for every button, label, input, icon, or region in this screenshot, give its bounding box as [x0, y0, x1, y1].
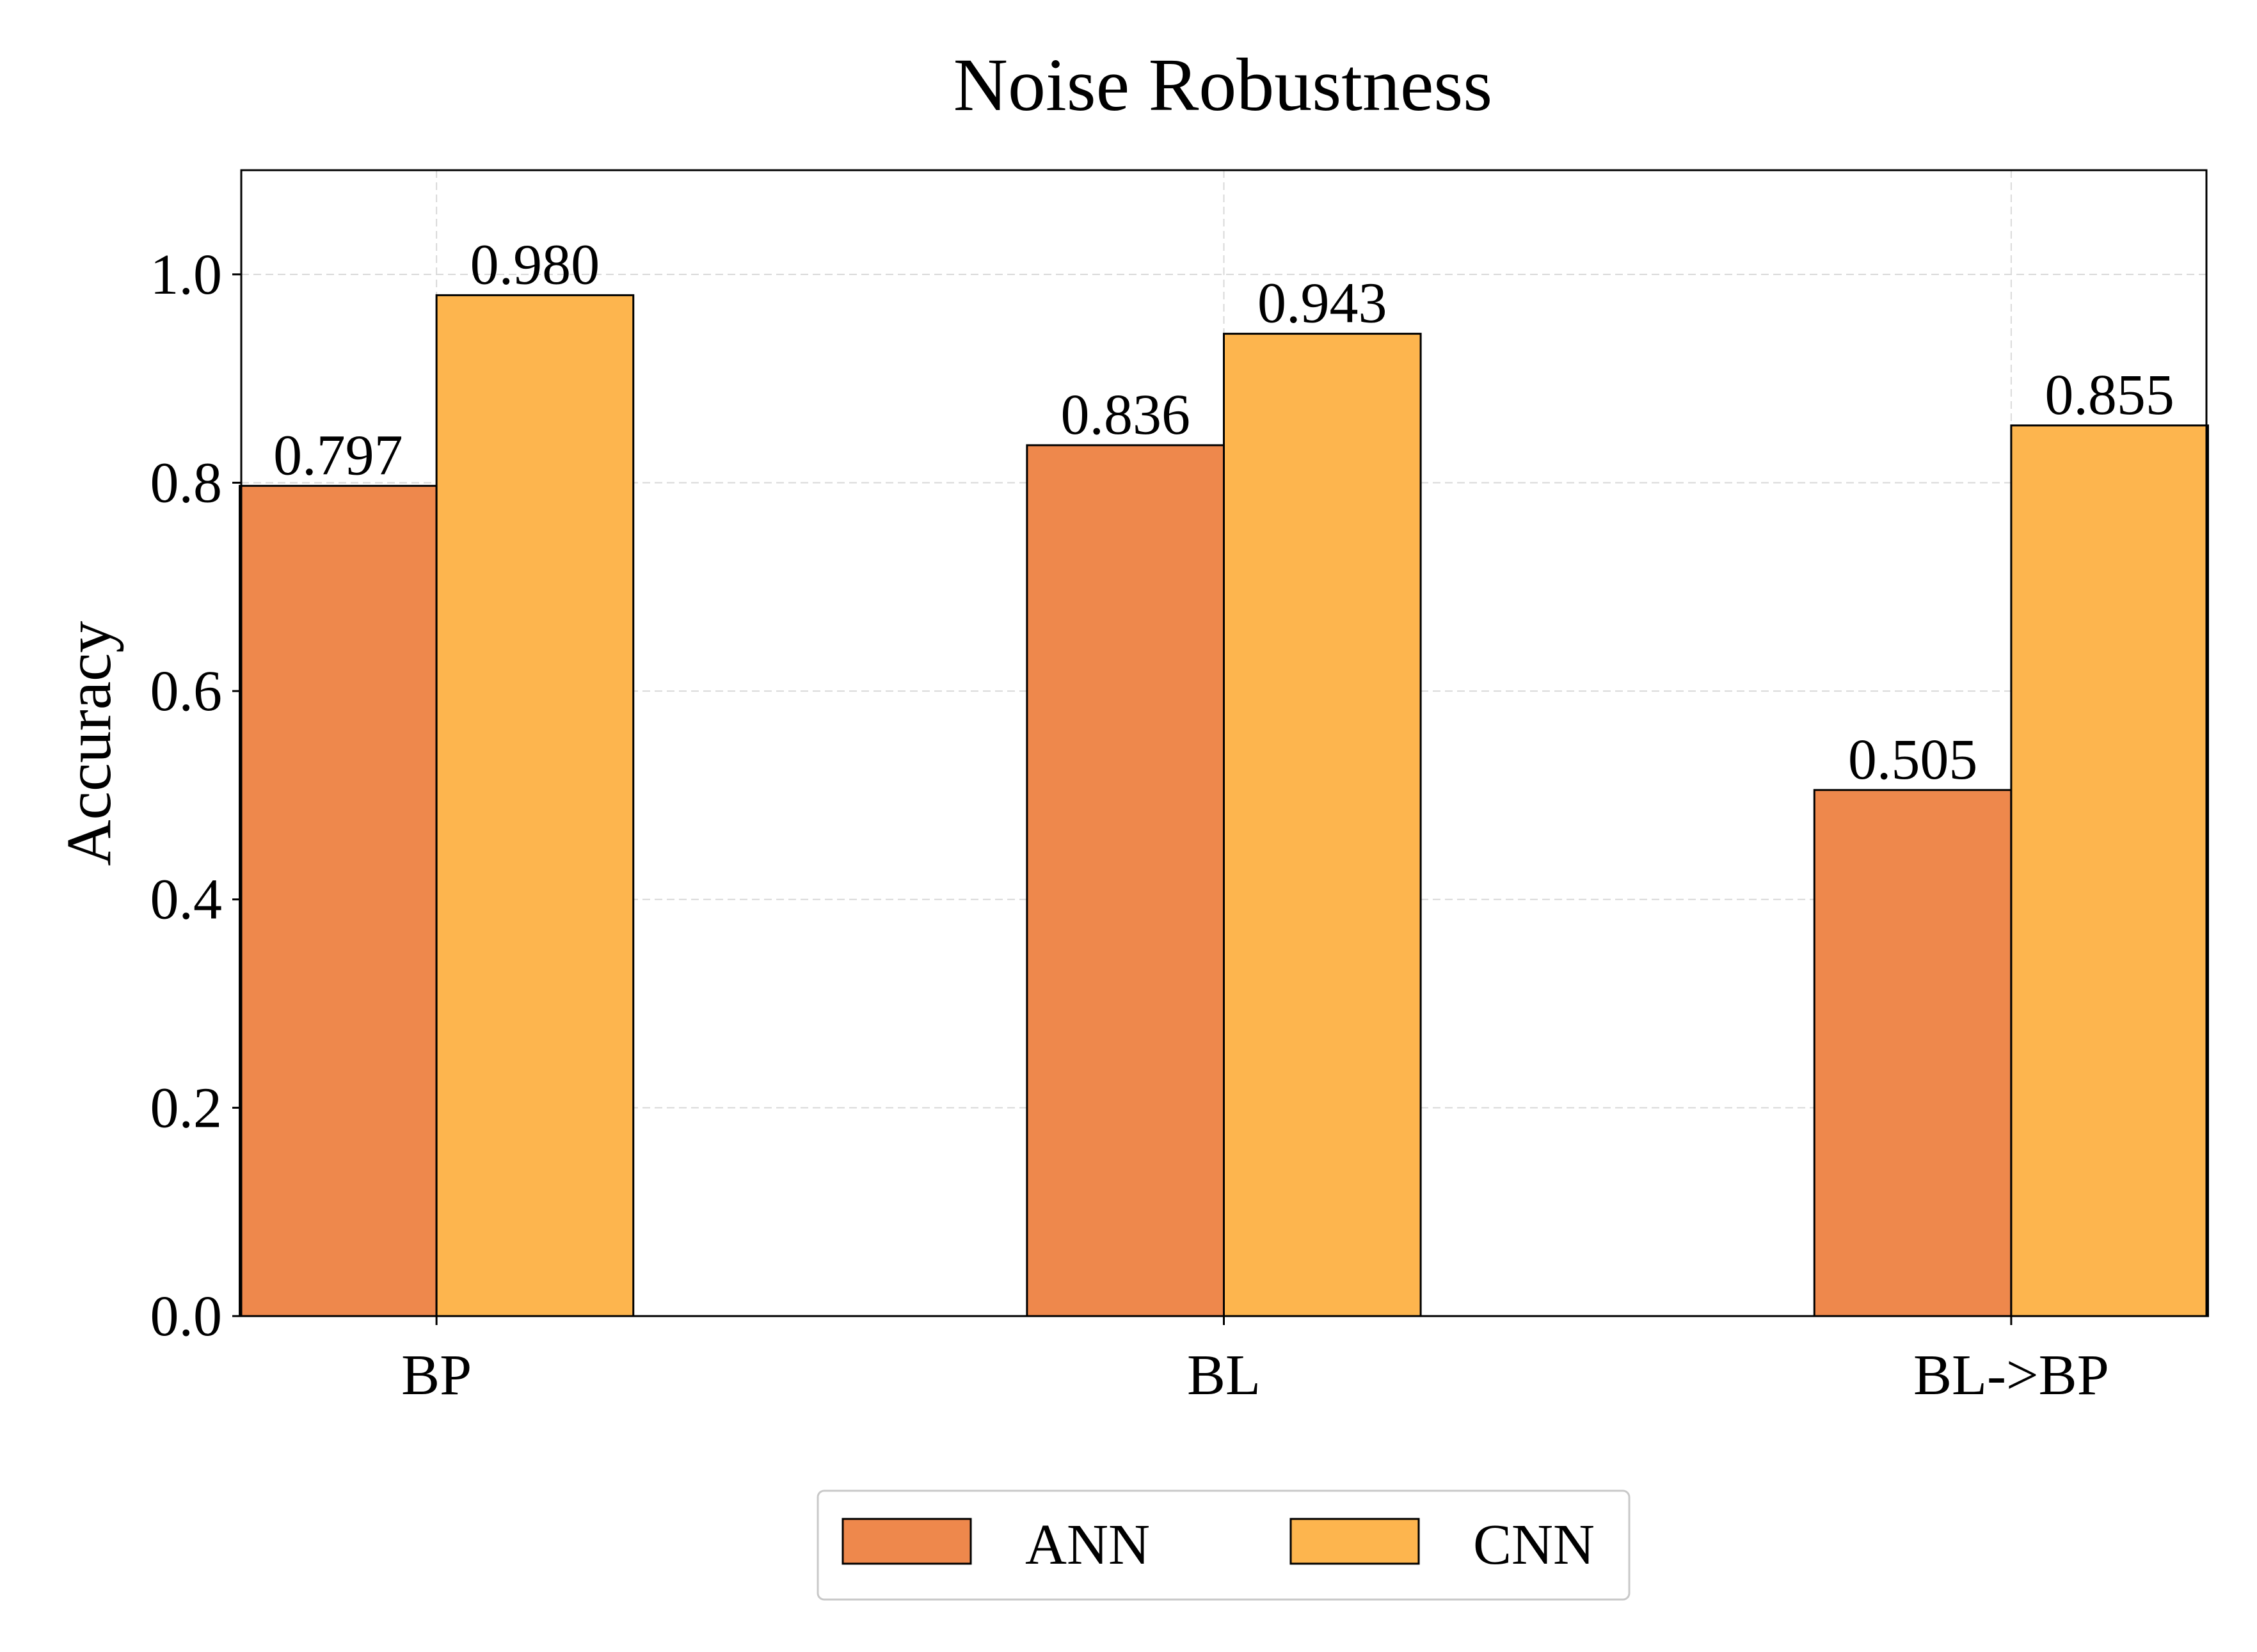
bar-cnn-bl — [1223, 333, 1422, 1317]
y-tick-label: 0.6 — [150, 660, 223, 723]
y-tick-label: 0.4 — [150, 868, 223, 932]
bar-value-label: 0.980 — [470, 233, 600, 296]
bar-ann-bp — [239, 484, 438, 1317]
bar-value-label: 0.836 — [1060, 383, 1190, 447]
y-tick-label: 0.2 — [150, 1076, 223, 1140]
legend-label-ann: ANN — [1025, 1513, 1150, 1577]
x-tick-label: BL — [1187, 1344, 1261, 1407]
legend-swatch-cnn — [1289, 1518, 1420, 1565]
x-tick-label: BP — [401, 1344, 472, 1407]
legend: ANN CNN — [817, 1489, 1631, 1601]
bar-value-label: 0.943 — [1257, 272, 1387, 335]
legend-box — [817, 1489, 1631, 1601]
bar-labels: 0.797 0.980 0.836 0.943 0.505 0.855 — [273, 233, 2174, 791]
bar-value-label: 0.505 — [1848, 728, 1978, 791]
chart-title: Noise Robustness — [953, 43, 1492, 127]
x-tick-label: BL->BP — [1913, 1344, 2109, 1407]
x-axis-ticks: BP BL BL->BP — [401, 1316, 2109, 1407]
bars — [239, 294, 2209, 1317]
y-tick-label: 0.0 — [150, 1285, 223, 1348]
y-axis-label: Accuracy — [53, 621, 124, 866]
legend-label-cnn: CNN — [1473, 1513, 1595, 1577]
bar-ann-bl-bp — [1813, 789, 2013, 1317]
y-tick-label: 1.0 — [150, 243, 223, 306]
bar-cnn-bl-bp — [2010, 424, 2209, 1317]
legend-swatch-ann — [841, 1518, 972, 1565]
y-tick-label: 0.8 — [150, 451, 223, 514]
bar-value-label: 0.855 — [2045, 363, 2174, 427]
y-axis-ticks: 0.0 0.2 0.4 0.6 0.8 1.0 — [150, 243, 241, 1348]
bar-cnn-bp — [435, 294, 635, 1317]
bar-ann-bl — [1026, 444, 1225, 1317]
bar-value-label: 0.797 — [273, 424, 403, 487]
